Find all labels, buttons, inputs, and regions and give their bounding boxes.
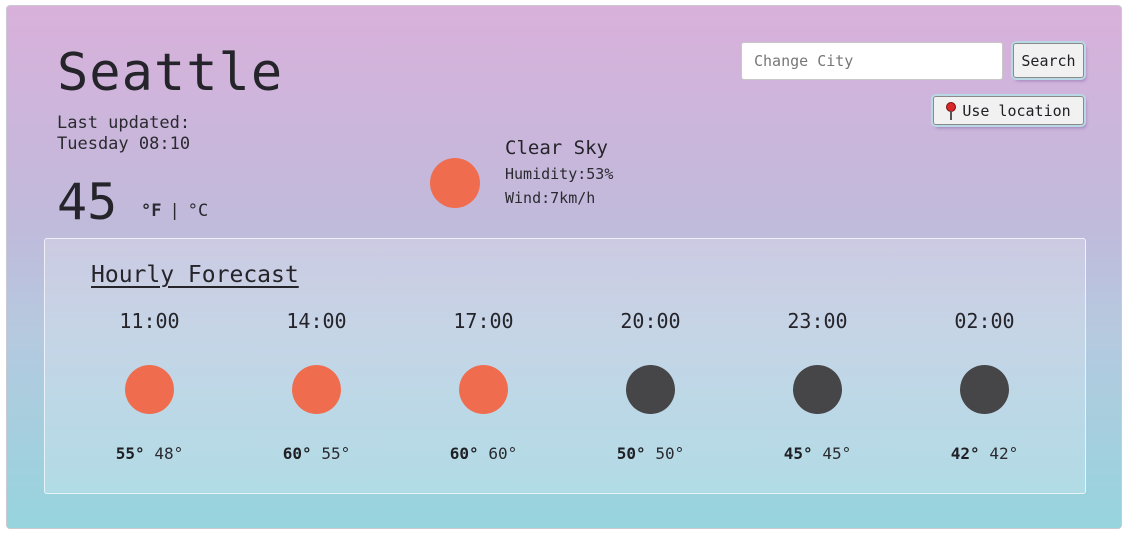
forecast-time: 14:00 — [286, 309, 347, 333]
last-updated: Last updated: Tuesday 08:10 — [57, 113, 190, 155]
current-temperature: 45 — [57, 173, 118, 231]
forecast-temps: 55° 48° — [66, 444, 233, 464]
city-search-input[interactable] — [741, 42, 1003, 80]
sun-icon — [125, 365, 174, 414]
map-pin-icon — [946, 101, 957, 120]
hourly-forecast-panel: Hourly Forecast 11:00 55° 48° 14:00 60° … — [44, 238, 1086, 494]
unit-celsius-link[interactable]: °C — [187, 201, 209, 221]
use-location-button[interactable]: Use location — [933, 96, 1084, 125]
forecast-time: 02:00 — [954, 309, 1015, 333]
forecast-hour: 23:00 45° 45° — [734, 309, 901, 479]
forecast-temps: 50° 50° — [567, 444, 734, 464]
forecast-low: 50° — [655, 444, 685, 463]
forecast-low: 45° — [822, 444, 852, 463]
unit-fahrenheit-link[interactable]: °F — [141, 201, 162, 221]
forecast-hour: 20:00 50° 50° — [567, 309, 734, 479]
forecast-time: 11:00 — [119, 309, 180, 333]
forecast-hour: 14:00 60° 55° — [233, 309, 400, 479]
forecast-time: 20:00 — [620, 309, 681, 333]
forecast-row: 11:00 55° 48° 14:00 60° 55° 17:00 60° 60… — [45, 309, 1087, 479]
forecast-high: 55° — [115, 444, 145, 463]
last-updated-value: Tuesday 08:10 — [57, 134, 191, 154]
moon-icon — [626, 365, 675, 414]
forecast-title: Hourly Forecast — [91, 262, 299, 288]
moon-icon — [793, 365, 842, 414]
sun-icon — [430, 158, 480, 208]
forecast-temps: 60° 60° — [400, 444, 567, 464]
forecast-high: 45° — [783, 444, 813, 463]
wind-speed: Wind:7km/h — [505, 189, 596, 207]
city-name: Seattle — [57, 43, 284, 103]
forecast-hour: 11:00 55° 48° — [66, 309, 233, 479]
moon-icon — [960, 365, 1009, 414]
weather-app: Seattle Last updated: Tuesday 08:10 45 °… — [6, 5, 1122, 529]
last-updated-label: Last updated: — [57, 113, 191, 133]
forecast-temps: 42° 42° — [901, 444, 1068, 464]
weather-description: Clear Sky — [505, 137, 608, 159]
forecast-hour: 02:00 42° 42° — [901, 309, 1068, 479]
forecast-low: 60° — [488, 444, 518, 463]
forecast-low: 42° — [989, 444, 1019, 463]
use-location-label: Use location — [962, 101, 1071, 120]
forecast-high: 42° — [950, 444, 980, 463]
sun-icon — [459, 365, 508, 414]
unit-separator: | — [169, 201, 180, 221]
forecast-temps: 45° 45° — [734, 444, 901, 464]
forecast-low: 48° — [154, 444, 184, 463]
forecast-high: 60° — [449, 444, 479, 463]
forecast-time: 23:00 — [787, 309, 848, 333]
search-button[interactable]: Search — [1013, 43, 1084, 78]
forecast-high: 50° — [616, 444, 646, 463]
forecast-high: 60° — [282, 444, 312, 463]
forecast-temps: 60° 55° — [233, 444, 400, 464]
forecast-hour: 17:00 60° 60° — [400, 309, 567, 479]
forecast-low: 55° — [321, 444, 351, 463]
sun-icon — [292, 365, 341, 414]
unit-toggle: °F | °C — [141, 200, 208, 222]
forecast-time: 17:00 — [453, 309, 514, 333]
humidity: Humidity:53% — [505, 165, 614, 183]
